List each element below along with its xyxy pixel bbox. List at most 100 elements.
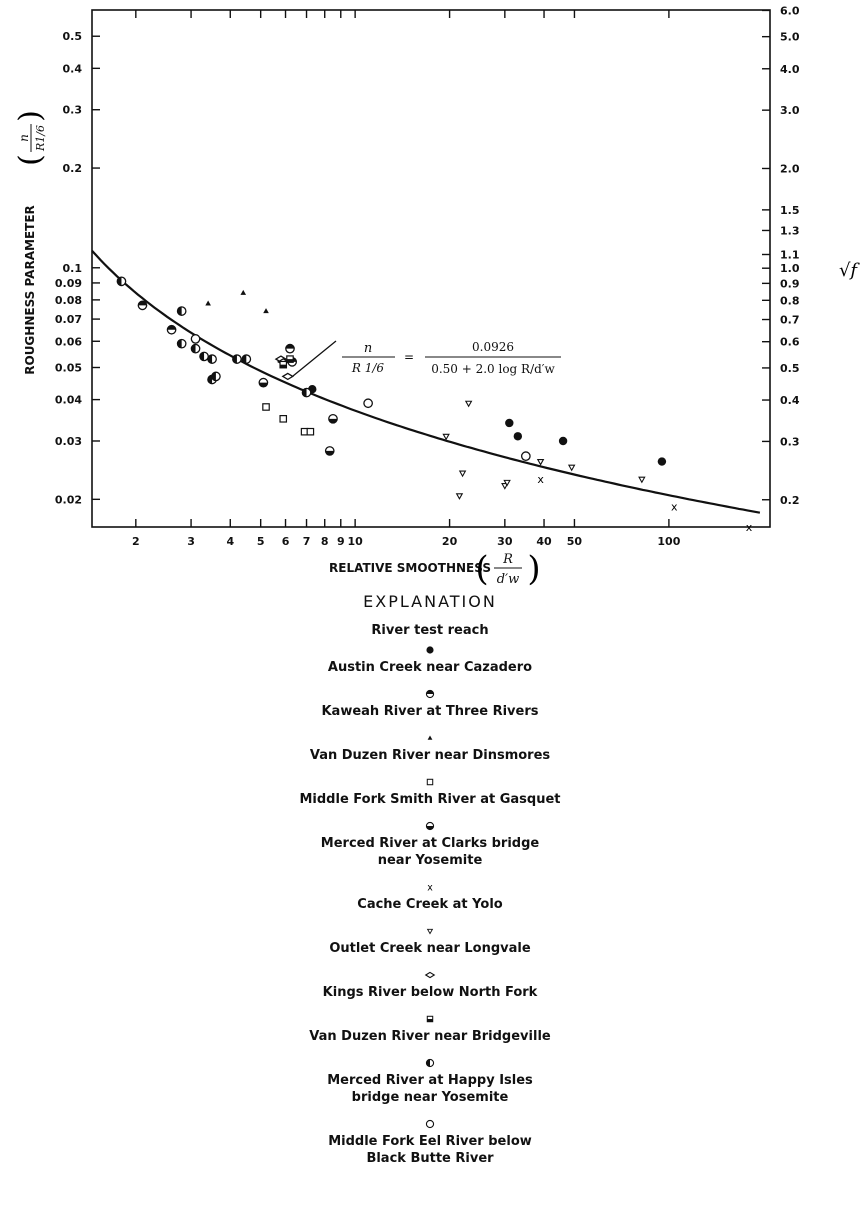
legend-symbol-shape: [425, 1058, 435, 1068]
x-mark-shape: x: [427, 882, 433, 893]
legend-symbol: [426, 646, 434, 654]
left-half-fill: [211, 372, 216, 381]
legend-entry: Van Duzen River near Dinsmores: [240, 732, 620, 764]
legend-label: Merced River at Happy Isles bridge near …: [327, 1073, 533, 1105]
filled-circle-shape: [505, 418, 514, 428]
legend-symbol: [425, 821, 435, 831]
left-half-fill: [207, 354, 213, 364]
data-point: [503, 479, 511, 487]
top-half-fill: [285, 344, 295, 349]
inverted-triangle-shape: [426, 928, 434, 935]
inverted-triangle-shape: [455, 493, 464, 500]
y-tick-label: 0.04: [55, 394, 82, 407]
data-point: [176, 338, 187, 349]
legend-title: EXPLANATION: [363, 592, 497, 611]
legend-symbol: [425, 1058, 435, 1068]
x-axis-paren-open: (: [475, 549, 488, 589]
fit-curve: [91, 250, 761, 514]
legend-label: Middle Fork Smith River at Gasquet: [299, 792, 561, 807]
legend-symbol: [425, 689, 435, 699]
data-point: [455, 493, 464, 500]
legend-entry: Kaweah River at Three Rivers: [240, 688, 620, 720]
y-tick-label: 0.02: [55, 493, 82, 506]
legend-label: Kaweah River at Three Rivers: [321, 704, 539, 719]
data-point: x: [671, 501, 678, 514]
legend-symbol: x: [427, 882, 433, 893]
bottom-half-fill: [325, 450, 334, 456]
inverted-triangle-shape: [458, 470, 467, 478]
bottom-half-fill: [328, 418, 338, 424]
data-point: [458, 470, 467, 478]
right-tick-label: 1.3: [780, 224, 800, 237]
left-half-fill: [426, 1059, 430, 1067]
right-axis-title: √f: [839, 260, 860, 281]
data-point: [279, 360, 288, 369]
legend-symbol-shape: [425, 689, 435, 699]
right-tick-label: 2.0: [780, 162, 800, 175]
inverted-triangle-shape: [503, 479, 511, 487]
left-half-fill: [232, 354, 237, 364]
x-axis-fraction-den: d′w: [497, 572, 519, 587]
data-point: [285, 343, 295, 354]
top-half-fill: [167, 325, 176, 330]
legend-symbol-shape: [426, 1015, 434, 1023]
data-point: [328, 413, 338, 424]
right-tick-label: 0.3: [780, 435, 800, 448]
data-point: [207, 354, 217, 364]
y-axis-title: ROUGHNESS PARAMETER n R1/6 (): [13, 110, 48, 375]
top-half-fill: [426, 690, 434, 694]
data-point: [301, 387, 312, 398]
y-axis-paren-open: (: [13, 154, 48, 166]
legend-entry: Kings River below North Fork: [240, 969, 620, 1001]
inverted-triangle-shape: [464, 400, 473, 408]
legend-symbol: [424, 971, 436, 979]
data-point: [116, 276, 127, 287]
diamond-shape: [424, 971, 436, 979]
inverted-triangle-shape: [567, 464, 576, 472]
left-half-fill: [177, 339, 182, 348]
legend-symbol: [425, 1119, 435, 1129]
data-point: [567, 464, 576, 472]
filled-circle-shape: [657, 457, 667, 466]
y-tick-label: 0.09: [55, 277, 82, 290]
filled-circle-shape: [558, 436, 568, 446]
top-half-fill: [138, 301, 147, 306]
y-tick-label: 0.5: [63, 30, 83, 43]
right-tick-label: 0.2: [780, 494, 800, 507]
x-tick-label: 40: [536, 535, 552, 548]
triangle-shape: [263, 308, 269, 314]
legend: EXPLANATION River test reach Austin Cree…: [240, 592, 620, 1179]
x-mark-shape: x: [671, 501, 678, 514]
data-point: [137, 300, 148, 311]
right-tick-label: 0.7: [780, 314, 800, 327]
x-tick-label: 30: [497, 535, 513, 548]
legend-entry: Middle Fork Smith River at Gasquet: [240, 776, 620, 808]
x-tick-label: 50: [567, 535, 583, 548]
legend-entry: Merced River at Clarks bridge near Yosem…: [240, 820, 620, 869]
legend-entry: x Cache Creek at Yolo: [240, 881, 620, 913]
equation: n R 1/6 = 0.0926 0.50 + 2.0 log R/d′w: [342, 340, 561, 376]
data-point: [279, 415, 288, 423]
legend-symbol-shape: [425, 1119, 435, 1129]
data-point: [306, 427, 315, 436]
legend-symbol-shape: [424, 971, 436, 979]
y-tick-label: 0.4: [63, 62, 83, 75]
legend-entry: Van Duzen River near Bridgeville: [240, 1013, 620, 1045]
bottom-half-fill: [259, 382, 268, 387]
open-circle-shape: [520, 451, 531, 461]
equation-rhs-den: 0.50 + 2.0 log R/d′w: [431, 362, 555, 376]
triangle-shape: [240, 289, 247, 295]
y-axis-fraction-den: R1/6: [34, 125, 47, 152]
left-half-fill: [242, 354, 247, 364]
open-circle-shape: [425, 1119, 435, 1129]
legend-entry: Outlet Creek near Longvale: [240, 925, 620, 957]
open-circle-shape: [363, 398, 373, 409]
x-tick-label: 6: [282, 535, 290, 548]
legend-symbol-shape: [427, 735, 433, 740]
right-axis-title-text: √f: [839, 260, 860, 281]
legend-symbol-shape: x: [427, 882, 433, 893]
legend-symbol: [426, 928, 434, 935]
y-axis-paren-close: ): [13, 110, 48, 122]
x-mark-shape: x: [746, 521, 753, 534]
left-half-fill: [207, 375, 213, 384]
